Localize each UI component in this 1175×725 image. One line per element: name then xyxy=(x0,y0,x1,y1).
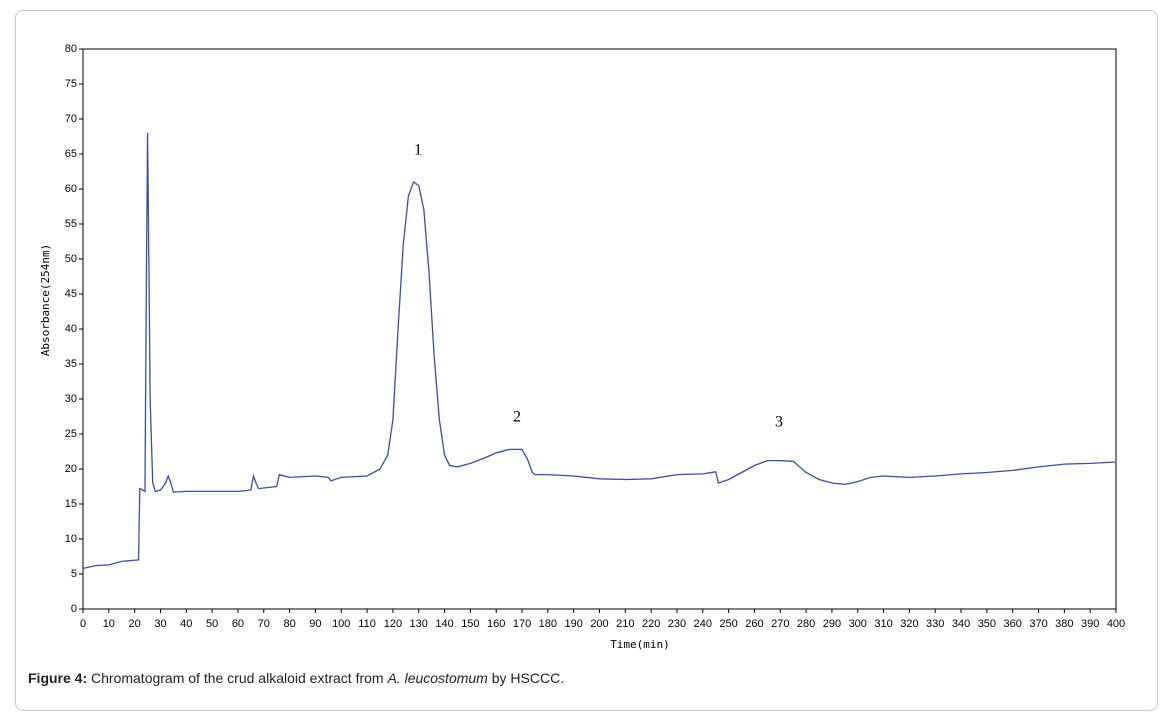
y-tick-label: 80 xyxy=(65,43,77,55)
x-tick-label: 360 xyxy=(1004,618,1022,630)
x-tick-label: 90 xyxy=(309,618,321,630)
x-tick-label: 300 xyxy=(849,618,867,630)
x-tick-label: 100 xyxy=(332,618,350,630)
y-tick-label: 25 xyxy=(65,428,77,440)
x-tick-label: 30 xyxy=(154,618,166,630)
x-tick-label: 370 xyxy=(1029,618,1047,630)
y-tick-label: 15 xyxy=(65,498,77,510)
y-tick-label: 55 xyxy=(65,218,77,230)
x-tick-label: 10 xyxy=(103,618,115,630)
y-axis-label: Absorbance(254nm) xyxy=(39,244,52,357)
x-tick-label: 0 xyxy=(80,618,86,630)
x-tick-label: 50 xyxy=(206,618,218,630)
x-tick-label: 270 xyxy=(771,618,789,630)
y-tick-label: 10 xyxy=(65,533,77,545)
x-tick-label: 110 xyxy=(358,618,376,630)
caption-text: Chromatogram of the crud alkaloid extrac… xyxy=(87,670,388,686)
x-axis-label: Time(min) xyxy=(610,638,670,651)
figure-frame xyxy=(15,10,1158,711)
y-tick-label: 70 xyxy=(65,113,77,125)
y-tick-label: 30 xyxy=(65,393,77,405)
x-tick-label: 330 xyxy=(926,618,944,630)
chromatogram-line xyxy=(82,132,1117,570)
peak-label: 1 xyxy=(414,142,422,159)
x-tick-label: 140 xyxy=(435,618,453,630)
x-tick-label: 290 xyxy=(823,618,841,630)
caption-label: Figure 4: xyxy=(28,670,88,686)
x-tick-label: 240 xyxy=(694,618,712,630)
x-tick-label: 170 xyxy=(513,618,531,630)
x-tick-label: 210 xyxy=(616,618,634,630)
x-tick-label: 20 xyxy=(129,618,141,630)
x-tick-label: 200 xyxy=(590,618,608,630)
y-tick-label: 60 xyxy=(65,183,77,195)
peak-label: 2 xyxy=(513,409,521,426)
x-tick-label: 190 xyxy=(564,618,582,630)
x-tick-label: 70 xyxy=(258,618,270,630)
x-tick-label: 180 xyxy=(539,618,557,630)
x-tick-label: 260 xyxy=(745,618,763,630)
x-tick-label: 340 xyxy=(952,618,970,630)
x-tick-label: 380 xyxy=(1055,618,1073,630)
y-tick-label: 5 xyxy=(71,568,77,580)
x-tick-label: 120 xyxy=(384,618,402,630)
y-tick-label: 65 xyxy=(65,148,77,160)
x-tick-label: 320 xyxy=(900,618,918,630)
x-tick-label: 40 xyxy=(180,618,192,630)
x-tick-label: 80 xyxy=(283,618,295,630)
x-tick-label: 60 xyxy=(232,618,244,630)
caption-species: A. leucostomum xyxy=(387,670,488,686)
plot-frame xyxy=(82,48,1117,610)
y-tick-label: 35 xyxy=(65,358,77,370)
x-tick-label: 130 xyxy=(410,618,428,630)
x-tick-label: 250 xyxy=(719,618,737,630)
x-tick-label: 400 xyxy=(1107,618,1125,630)
y-tick-label: 0 xyxy=(71,603,77,615)
y-tick-label: 75 xyxy=(65,78,77,90)
peak-label: 3 xyxy=(775,414,783,431)
x-tick-label: 390 xyxy=(1081,618,1099,630)
caption: Figure 4: Chromatogram of the crud alkal… xyxy=(28,670,564,686)
y-tick-label: 50 xyxy=(65,253,77,265)
caption-text: by HSCCC. xyxy=(487,670,565,686)
y-tick-label: 20 xyxy=(65,463,77,475)
x-tick-label: 150 xyxy=(461,618,479,630)
x-tick-label: 160 xyxy=(487,618,505,630)
x-tick-label: 220 xyxy=(642,618,660,630)
x-tick-label: 310 xyxy=(874,618,892,630)
x-tick-label: 350 xyxy=(978,618,996,630)
x-tick-label: 230 xyxy=(668,618,686,630)
x-tick-label: 280 xyxy=(797,618,815,630)
y-tick-label: 45 xyxy=(65,288,77,300)
y-tick-label: 40 xyxy=(65,323,77,335)
